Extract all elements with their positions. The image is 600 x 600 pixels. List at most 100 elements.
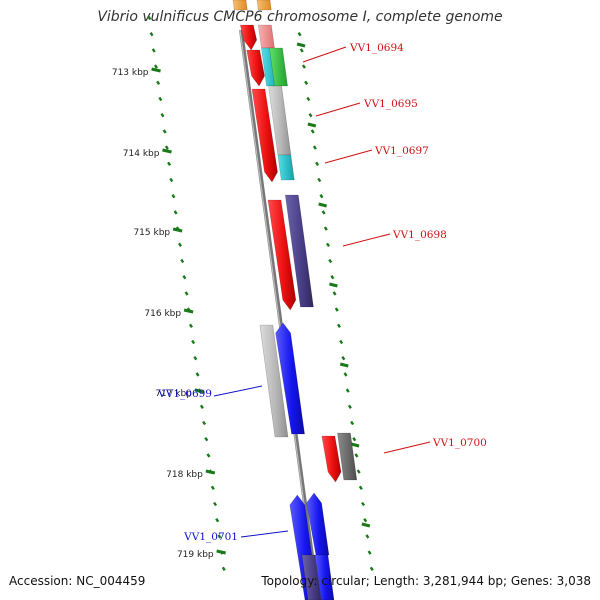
minor-tick-inner (202, 420, 207, 426)
major-tick-outer (296, 42, 306, 48)
gene-leader-line (324, 149, 373, 164)
accession-text: Accession: NC_004459 (9, 574, 146, 588)
major-tick-outer (329, 282, 338, 288)
minor-tick-outer (306, 96, 311, 102)
gene-feature-red (246, 49, 265, 87)
gene-label[interactable]: VV1_0700 (432, 437, 487, 449)
major-tick-outer (350, 442, 360, 448)
major-tick-outer (361, 522, 371, 528)
minor-tick-outer (343, 372, 348, 377)
gene-label[interactable]: VV1_0695 (363, 98, 418, 110)
minor-tick-outer (363, 518, 368, 523)
minor-tick-outer (356, 469, 361, 474)
minor-tick-outer (354, 453, 359, 458)
minor-tick-inner (151, 48, 156, 53)
minor-tick-inner (193, 356, 198, 361)
gene-feature-purple (301, 554, 322, 600)
minor-tick-outer (297, 32, 302, 37)
kbp-tick-label: 714 kbp (123, 149, 160, 159)
kbp-tick (183, 308, 194, 314)
minor-tick-outer (336, 323, 341, 328)
minor-tick-outer (319, 194, 324, 199)
minor-tick-inner (153, 64, 158, 69)
minor-tick-outer (352, 437, 357, 442)
kbp-tick (172, 227, 183, 233)
minor-tick-inner (149, 32, 154, 37)
kbp-tick-label: 719 kbp (177, 550, 214, 560)
minor-tick-inner (199, 404, 204, 409)
minor-tick-outer (323, 226, 328, 231)
minor-tick-inner (167, 161, 172, 166)
gene-feature-cyan (277, 154, 295, 181)
minor-tick-outer (330, 275, 335, 280)
minor-tick-outer (367, 550, 372, 555)
minor-tick-inner (191, 339, 196, 345)
minor-tick-inner (195, 372, 200, 377)
minor-tick-inner (188, 323, 193, 328)
gene-feature-pink (257, 24, 275, 49)
kbp-ruler: 713 kbp 714 kbp 715 kbp 716 kbp 717 kbp 718 k… (112, 67, 226, 560)
minor-tick-outer (328, 258, 333, 264)
minor-tick-inner (147, 15, 152, 21)
kbp-tick (205, 469, 216, 475)
gene-feature-darkgray (337, 432, 358, 481)
gene-labels: VV1_0694 VV1_0695 VV1_0697 VV1_0698 VV1_0699… (157, 42, 487, 543)
gene-label[interactable]: VV1_0701 (183, 531, 238, 543)
major-tick-outer (339, 362, 349, 368)
minor-tick-inner (221, 566, 226, 571)
minor-tick-inner (184, 291, 189, 296)
minor-tick-outer (365, 534, 370, 539)
minor-tick-outer (304, 80, 309, 85)
gene-leader-line (302, 46, 347, 63)
minor-tick-inner (217, 534, 222, 539)
minor-tick-outer (347, 404, 352, 409)
gene-label[interactable]: VV1_0698 (392, 229, 447, 241)
minor-tick-inner (173, 210, 178, 215)
minor-tick-inner (206, 453, 211, 458)
map-title: Vibrio vulnificus CMCP6 chromosome I, co… (97, 9, 503, 25)
genome-summary-text: Topology: circular; Length: 3,281,944 bp… (261, 574, 591, 588)
gene-leader-line (315, 102, 361, 117)
minor-tick-outer (358, 485, 363, 490)
kbp-tick (151, 67, 161, 73)
minor-tick-inner (164, 145, 169, 150)
gene-feature-gray (259, 324, 289, 438)
gene-leader-line (342, 233, 391, 247)
gene-feature-green (269, 47, 288, 87)
kbp-tick (162, 148, 172, 154)
gene-label[interactable]: VV1_0699 (157, 388, 212, 400)
gene-label[interactable]: VV1_0694 (349, 42, 404, 54)
major-tick-outer (318, 202, 328, 208)
gene-feature-red (321, 435, 342, 483)
minor-tick-inner (178, 242, 183, 247)
minor-tick-outer (369, 566, 374, 571)
gene-feature-blue (275, 322, 305, 435)
gene-feature-red (267, 199, 297, 311)
minor-tick-inner (215, 518, 220, 523)
gene-leader-line (213, 385, 263, 397)
chromosome-backbone (239, 29, 320, 600)
kbp-tick-label: 716 kbp (144, 309, 181, 319)
kbp-tick-label: 718 kbp (166, 470, 203, 480)
kbp-tick-label: 713 kbp (112, 68, 149, 78)
gene-feature-red (239, 24, 258, 51)
minor-tick-outer (326, 242, 331, 247)
tick-dots (147, 15, 374, 571)
minor-tick-outer (308, 113, 313, 118)
kbp-tick (194, 388, 205, 394)
minor-tick-inner (160, 113, 165, 118)
gene-feature-purple (284, 194, 314, 308)
minor-tick-outer (350, 420, 355, 426)
minor-tick-outer (334, 307, 339, 312)
minor-tick-inner (180, 258, 185, 264)
gene-feature-gray (268, 85, 292, 156)
gene-feature-orange (232, 0, 248, 11)
minor-tick-outer (332, 291, 337, 296)
major-tick-outer (307, 122, 317, 128)
gene-label[interactable]: VV1_0697 (374, 145, 429, 157)
minor-tick-inner (156, 80, 161, 85)
minor-tick-outer (310, 129, 315, 134)
minor-tick-inner (162, 129, 167, 134)
kbp-tick (216, 549, 226, 555)
kbp-tick-label: 715 kbp (133, 228, 170, 238)
